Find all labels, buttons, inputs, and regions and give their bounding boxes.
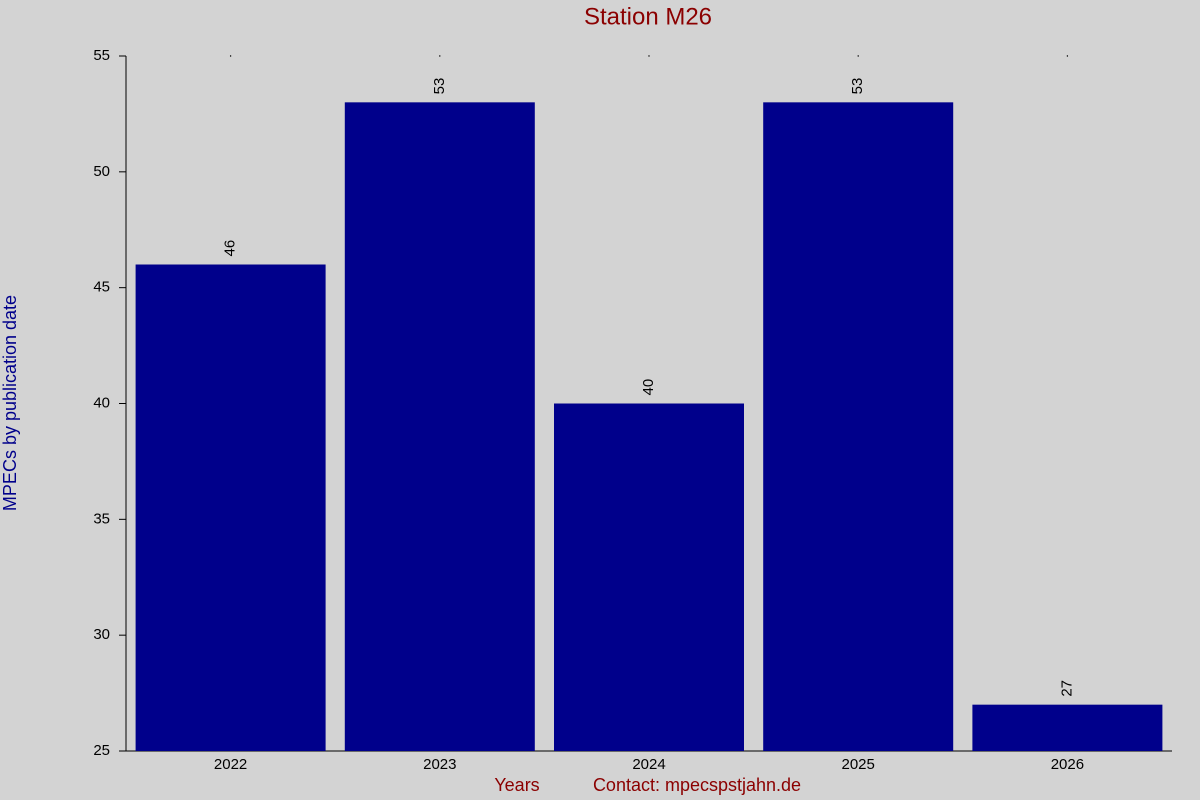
top-tick bbox=[648, 55, 650, 57]
x-tick-label: 2025 bbox=[842, 756, 875, 773]
y-tick-label: 50 bbox=[93, 163, 110, 180]
x-tick-label: 2022 bbox=[214, 756, 247, 773]
data-label: 27 bbox=[1058, 680, 1075, 697]
top-tick bbox=[439, 55, 441, 57]
chart-title: Station M26 bbox=[584, 3, 712, 30]
bar bbox=[135, 264, 326, 751]
bar bbox=[554, 403, 744, 751]
bar bbox=[763, 102, 954, 752]
x-tick-label: 2026 bbox=[1051, 756, 1084, 773]
top-tick bbox=[229, 55, 232, 57]
bar bbox=[344, 102, 535, 752]
footer: Contact: mpecspstjahn.de bbox=[593, 775, 801, 795]
x-tick-label: 2023 bbox=[423, 756, 456, 773]
x-axis-label: Years bbox=[494, 775, 539, 795]
y-tick-label: 25 bbox=[93, 742, 110, 759]
data-label: 46 bbox=[222, 240, 239, 257]
y-tick-label: 40 bbox=[93, 394, 110, 411]
y-tick-label: 55 bbox=[93, 47, 110, 64]
data-label: 53 bbox=[849, 78, 866, 95]
y-tick-label: 30 bbox=[93, 626, 110, 643]
y-tick-label: 35 bbox=[93, 510, 110, 527]
y-tick-label: 45 bbox=[93, 279, 110, 296]
x-tick-label: 2024 bbox=[632, 756, 665, 773]
top-tick bbox=[1066, 55, 1069, 57]
data-label: 40 bbox=[640, 379, 657, 396]
bar bbox=[972, 704, 1163, 751]
top-tick bbox=[857, 55, 859, 57]
y-axis-label: MPECs by publication date bbox=[0, 295, 20, 511]
data-label: 53 bbox=[431, 78, 448, 95]
